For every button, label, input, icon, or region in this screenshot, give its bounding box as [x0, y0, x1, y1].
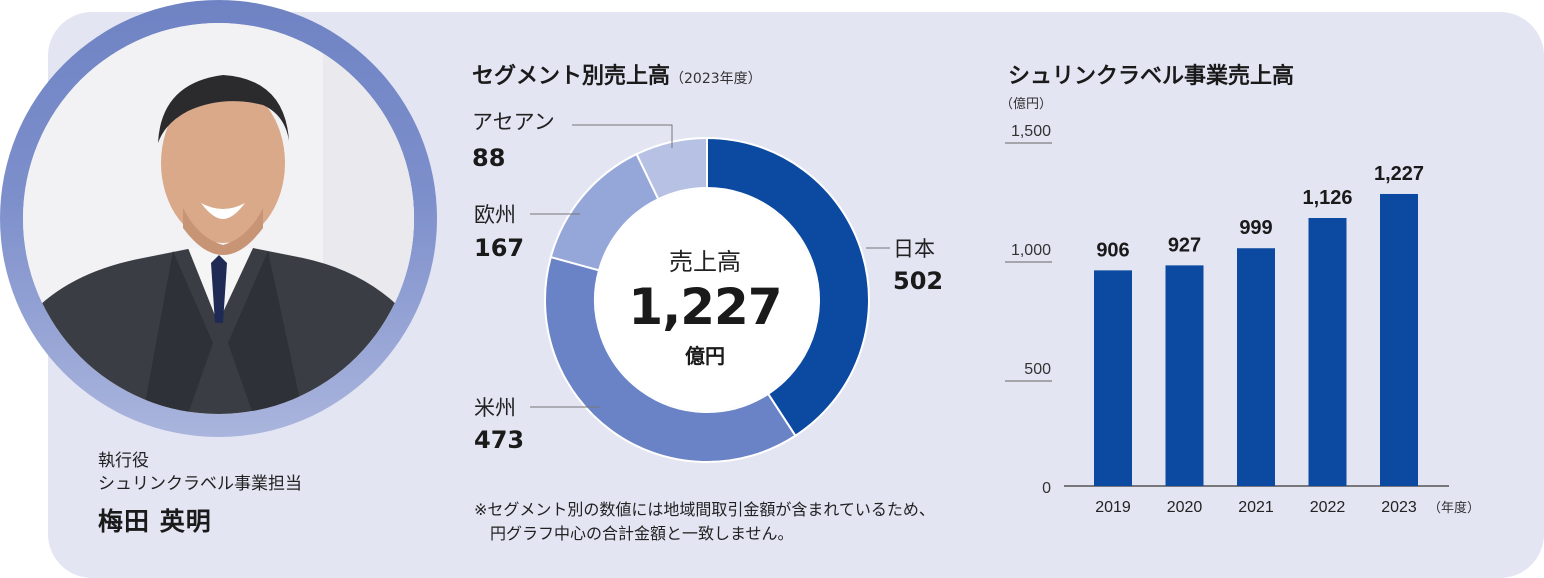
bar-2023 [1380, 193, 1418, 486]
portrait-ring [0, 0, 437, 437]
segment-label-europe: 欧州 [474, 203, 516, 227]
bar-2021 [1237, 248, 1275, 486]
person-role: 執行役 シュリンクラベル事業担当 [98, 450, 302, 496]
donut-center-unit: 億円 [685, 344, 725, 368]
segment-value-japan: 502 [893, 267, 944, 295]
bar-value-label: 999 [1239, 217, 1272, 239]
bar-2020 [1165, 265, 1204, 486]
slice-japan [706, 136, 870, 438]
bar-value-label: 1,227 [1374, 163, 1424, 185]
person-name: 梅田 英明 [98, 507, 212, 536]
y-tick-label: 0 [1042, 480, 1051, 497]
bar-value-label: 906 [1096, 239, 1129, 261]
x-tick-label: 2021 [1238, 499, 1274, 516]
person-department: シュリンクラベル事業担当 [98, 474, 302, 494]
sales-chart-x-unit-label: （年度） [1428, 500, 1480, 515]
sales-chart-unit-label: （億円） [1000, 96, 1052, 111]
leader-asean [572, 124, 673, 148]
slice-asean [635, 136, 708, 201]
y-tick-label: 1,500 [1011, 123, 1051, 140]
x-tick-label: 2023 [1381, 499, 1417, 516]
segment-label-japan: 日本 [893, 237, 935, 261]
segment-chart-title-text: セグメント別売上高 [472, 64, 671, 89]
segment-label-asean: アセアン [472, 110, 555, 134]
segment-chart-title-suffix: （2023年度） [670, 71, 762, 87]
x-tick-label: 2020 [1167, 499, 1203, 516]
segment-value-asean: 88 [472, 144, 506, 172]
segment-note: ※セグメント別の数値には地域間取引金額が含まれているため、 円グラフ中心の合計金… [474, 498, 935, 546]
y-tick-label: 1,000 [1011, 242, 1051, 259]
bar-value-label: 927 [1168, 234, 1201, 256]
sales-chart-title: シュリンクラベル事業売上高 [1008, 64, 1295, 89]
segment-label-americas: 米州 [474, 396, 516, 420]
bar-2019 [1094, 270, 1132, 486]
donut-center-label: 売上高 [669, 248, 741, 276]
bar-2022 [1308, 218, 1347, 486]
person-title: 執行役 [98, 451, 149, 471]
donut-center [596, 189, 818, 411]
segment-value-americas: 473 [474, 426, 525, 454]
segment-value-europe: 167 [474, 234, 525, 262]
bar-value-label: 1,126 [1302, 187, 1352, 209]
x-tick-label: 2019 [1095, 499, 1131, 516]
y-tick-label: 500 [1024, 361, 1051, 378]
donut-center-value: 1,227 [628, 278, 782, 336]
x-tick-label: 2022 [1310, 499, 1346, 516]
segment-chart-title: セグメント別売上高（2023年度） [472, 58, 762, 90]
slice-americas [544, 255, 797, 463]
segment-note-line2: 円グラフ中心の合計金額と一致しません。 [490, 524, 794, 543]
segment-note-line1: ※セグメント別の数値には地域間取引金額が含まれているため、 [474, 500, 935, 519]
